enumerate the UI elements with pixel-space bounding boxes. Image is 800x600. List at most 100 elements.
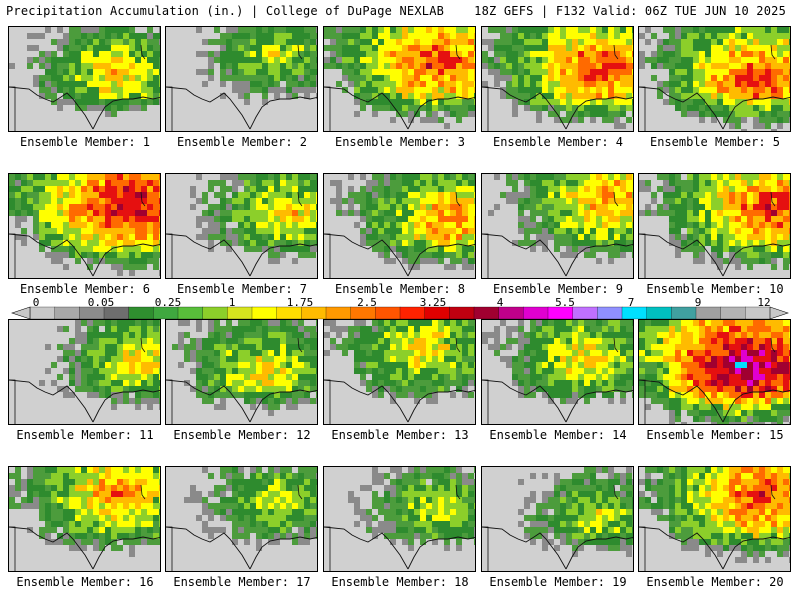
precip-field bbox=[482, 467, 633, 571]
precip-field bbox=[9, 467, 160, 571]
ensemble-member-label: Ensemble Member: 6 bbox=[19, 282, 151, 296]
border-lines bbox=[639, 379, 790, 423]
state-line bbox=[324, 233, 331, 278]
colorbar-swatch bbox=[29, 306, 56, 320]
border-lines bbox=[324, 233, 475, 277]
colorbar-swatch bbox=[227, 306, 253, 320]
border-lines bbox=[639, 233, 790, 277]
state-line bbox=[9, 233, 16, 278]
colorbar-swatch bbox=[54, 306, 80, 320]
border-lines bbox=[9, 86, 160, 130]
ensemble-member-label: Ensemble Member: 17 bbox=[173, 575, 311, 589]
ensemble-member-map bbox=[481, 173, 634, 279]
ensemble-member-label: Ensemble Member: 5 bbox=[649, 135, 781, 149]
state-line bbox=[639, 526, 646, 571]
colorbar-swatch bbox=[103, 306, 130, 320]
precip-field bbox=[9, 174, 160, 278]
ensemble-member-label: Ensemble Member: 20 bbox=[646, 575, 784, 589]
border-lines bbox=[482, 526, 633, 570]
colorbar-swatch bbox=[325, 306, 352, 320]
ensemble-member-label: Ensemble Member: 1 bbox=[19, 135, 151, 149]
model-run-info: 18Z GEFS | F132 Valid: 06Z TUE JUN 10 20… bbox=[474, 4, 786, 18]
colorbar-swatch bbox=[621, 306, 648, 320]
colorbar-tick-label: 0 bbox=[33, 296, 40, 309]
border-lines bbox=[166, 86, 317, 130]
coast-line bbox=[770, 337, 776, 353]
border-lines bbox=[324, 379, 475, 423]
state-line bbox=[166, 379, 173, 424]
colorbar-swatch bbox=[523, 306, 549, 320]
coast-line bbox=[613, 191, 619, 207]
ensemble-member-label: Ensemble Member: 19 bbox=[489, 575, 627, 589]
border-lines bbox=[482, 233, 633, 277]
colorbar-tick-label: 12 bbox=[757, 296, 770, 309]
state-line bbox=[9, 526, 16, 571]
coast-line bbox=[455, 484, 461, 500]
precip-field bbox=[482, 320, 633, 424]
state-line bbox=[9, 379, 16, 424]
precip-field bbox=[482, 174, 633, 278]
colorbar-tick-label: 1 bbox=[229, 296, 236, 309]
colorbar-swatch bbox=[79, 306, 105, 320]
precip-field bbox=[166, 467, 317, 571]
border-lines bbox=[324, 526, 475, 570]
coast-line bbox=[140, 484, 146, 500]
precip-colorbar: 0 0.05 0.25 1 1.75 2.5 3.25 4 5.5 7 9 12 bbox=[11, 296, 789, 320]
coast-line bbox=[297, 337, 303, 353]
ensemble-member-map bbox=[323, 26, 476, 132]
precip-field bbox=[482, 27, 633, 131]
ensemble-member-map bbox=[481, 466, 634, 572]
border-lines bbox=[9, 379, 160, 423]
colorbar-swatch bbox=[449, 306, 475, 320]
state-line bbox=[639, 86, 646, 131]
colorbar-tick-label: 4 bbox=[497, 296, 504, 309]
colorbar-swatch bbox=[301, 306, 327, 320]
state-line bbox=[482, 86, 489, 131]
precip-field bbox=[324, 174, 475, 278]
colorbar-swatch bbox=[202, 306, 228, 320]
border-lines bbox=[9, 233, 160, 277]
border-lines bbox=[324, 86, 475, 130]
ensemble-member-label: Ensemble Member: 10 bbox=[646, 282, 784, 296]
ensemble-member-label: Ensemble Member: 12 bbox=[173, 428, 311, 442]
colorbar-swatch bbox=[597, 306, 623, 320]
coast-line bbox=[770, 44, 776, 60]
state-line bbox=[166, 233, 173, 278]
border-lines bbox=[639, 526, 790, 570]
colorbar-swatch bbox=[547, 306, 574, 320]
border-lines bbox=[166, 233, 317, 277]
colorbar-swatch bbox=[251, 306, 278, 320]
colorbar-swatch bbox=[375, 306, 401, 320]
colorbar-swatch bbox=[128, 306, 154, 320]
ensemble-member-label: Ensemble Member: 8 bbox=[334, 282, 466, 296]
colorbar-swatch bbox=[671, 306, 697, 320]
border-lines bbox=[9, 526, 160, 570]
precip-field bbox=[166, 320, 317, 424]
ensemble-member-label: Ensemble Member: 9 bbox=[492, 282, 624, 296]
coast-line bbox=[455, 191, 461, 207]
state-line bbox=[482, 233, 489, 278]
ensemble-member-label: Ensemble Member: 7 bbox=[176, 282, 308, 296]
colorbar-swatch bbox=[424, 306, 450, 320]
ensemble-member-label: Ensemble Member: 14 bbox=[489, 428, 627, 442]
coast-line bbox=[455, 337, 461, 353]
ensemble-member-map bbox=[481, 319, 634, 425]
ensemble-member-map bbox=[638, 466, 791, 572]
colorbar-tick-label: 3.25 bbox=[420, 296, 447, 309]
colorbar-swatch bbox=[276, 306, 302, 320]
ensemble-member-map bbox=[638, 319, 791, 425]
state-line bbox=[482, 526, 489, 571]
ensemble-member-label: Ensemble Member: 2 bbox=[176, 135, 308, 149]
coast-line bbox=[140, 191, 146, 207]
coast-line bbox=[770, 484, 776, 500]
colorbar-swatch bbox=[350, 306, 376, 320]
precip-field bbox=[639, 27, 790, 131]
state-line bbox=[324, 86, 331, 131]
state-line bbox=[482, 379, 489, 424]
colorbar-right-arrow bbox=[769, 306, 789, 320]
colorbar-swatch bbox=[720, 306, 746, 320]
state-line bbox=[324, 526, 331, 571]
colorbar-swatch bbox=[399, 306, 426, 320]
ensemble-member-map bbox=[8, 466, 161, 572]
border-lines bbox=[639, 86, 790, 130]
